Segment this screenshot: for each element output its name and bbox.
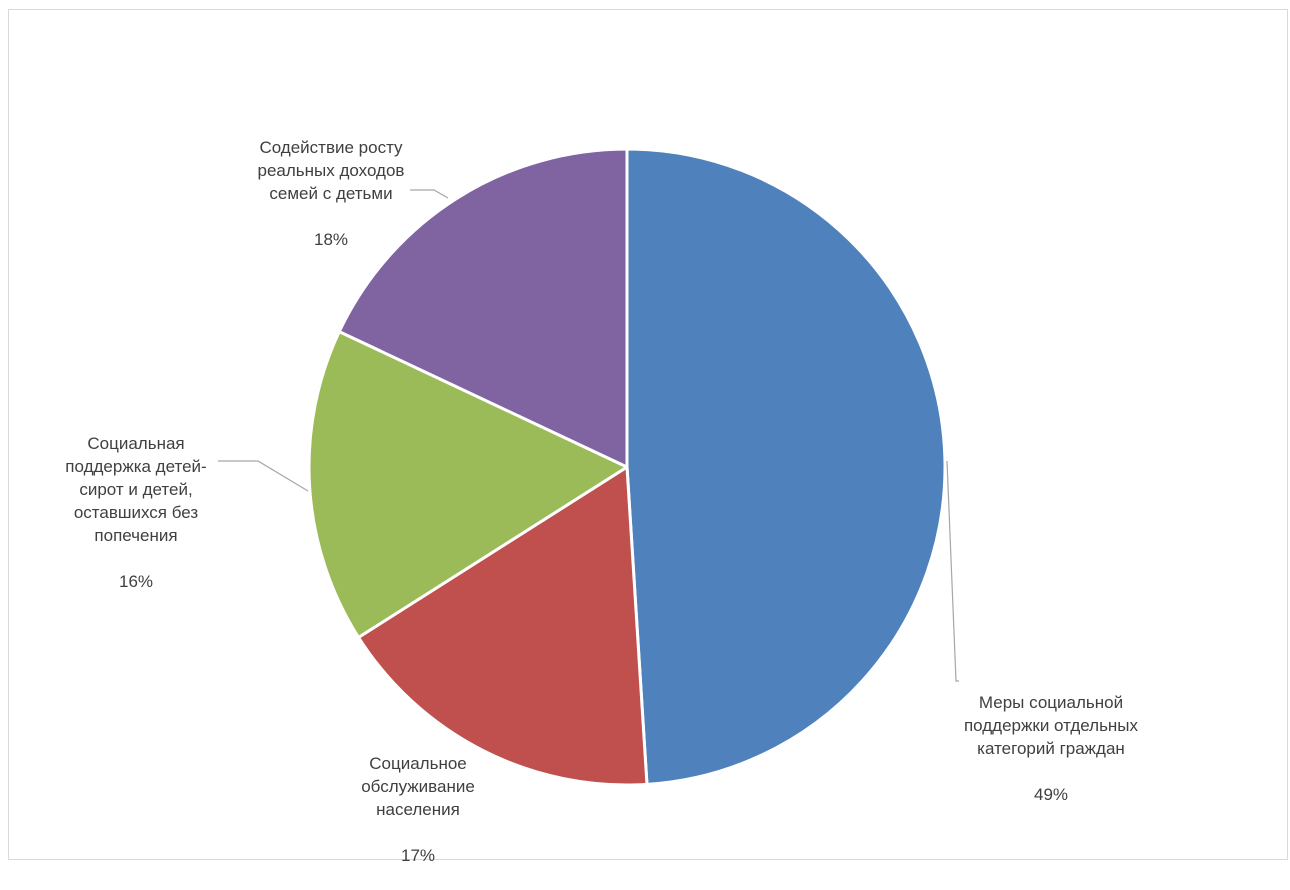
slice-percent-label: 16% (118, 572, 154, 591)
leader-lines (218, 189, 959, 682)
slice-orphans-support (307, 330, 629, 639)
slice-label-text: Социальная поддержка детей- сирот и дете… (65, 434, 207, 545)
pie-chart (218, 147, 959, 787)
slice-percent-label: 49% (1033, 785, 1069, 804)
slice-label-text: Содействие росту реальных доходов семей … (257, 138, 405, 203)
slice-percent-label: 18% (313, 230, 349, 249)
slice-label-orphans-support: Социальная поддержка детей- сирот и дете… (46, 409, 226, 616)
leader-line-orphans-support (218, 460, 309, 492)
slice-family-income (337, 147, 629, 469)
slice-label-social-support-measures: Меры социальной поддержки отдельных кате… (941, 668, 1161, 829)
slice-label-text: Меры социальной поддержки отдельных кате… (963, 693, 1139, 758)
leader-line-social-support-measures (946, 460, 959, 682)
leader-line-family-income (410, 189, 449, 199)
slice-social-support-measures (625, 147, 947, 786)
slice-label-social-services: Социальное обслуживание населения 17% (323, 729, 513, 890)
pie-slices (307, 147, 947, 787)
slice-label-text: Социальное обслуживание населения (361, 754, 475, 819)
slice-percent-label: 17% (400, 846, 436, 865)
slice-social-services (357, 465, 649, 787)
slice-label-family-income: Содействие росту реальных доходов семей … (226, 113, 436, 274)
